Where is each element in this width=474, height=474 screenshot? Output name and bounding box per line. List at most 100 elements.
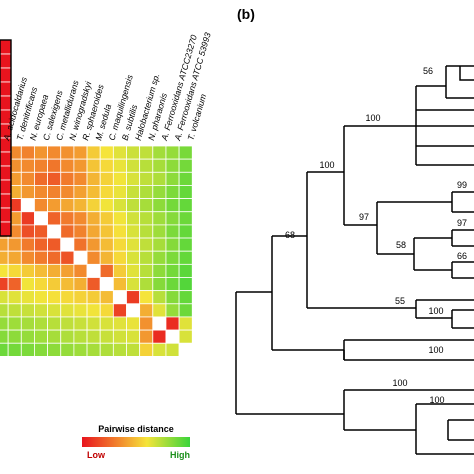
- heatmap-cell: [86, 171, 101, 186]
- heatmap-cell: [34, 277, 49, 292]
- heatmap-cell: [0, 165, 12, 181]
- heatmap-cell: [139, 316, 154, 331]
- heatmap-diagonal-cell: [178, 342, 193, 357]
- heatmap-cell: [86, 342, 101, 357]
- heatmap-cell: [34, 224, 49, 239]
- heatmap-cell: [152, 303, 167, 318]
- heatmap-cell: [99, 303, 114, 318]
- heatmap-diagonal-cell: [47, 224, 62, 239]
- heatmap-cell: [60, 316, 75, 331]
- heatmap-cell: [73, 263, 88, 278]
- heatmap-cell: [165, 237, 180, 252]
- bootstrap-label: 100: [428, 345, 443, 355]
- heatmap-cell: [47, 342, 62, 357]
- heatmap-cell: [0, 316, 9, 331]
- heatmap-diagonal-cell: [99, 277, 114, 292]
- heatmap-cell: [139, 158, 154, 173]
- heatmap-cell: [20, 211, 35, 226]
- heatmap-cell: [99, 316, 114, 331]
- heatmap-cell: [7, 263, 22, 278]
- heatmap-cell: [0, 250, 9, 265]
- heatmap-cell: [47, 290, 62, 305]
- heatmap-cell: [73, 277, 88, 292]
- heatmap-cell: [7, 277, 22, 292]
- bootstrap-values: 56 100 100 99 97 97 58 66 68 55 100 100 …: [285, 66, 467, 405]
- heatmap-cell: [73, 316, 88, 331]
- heatmap-cell: [86, 224, 101, 239]
- heatmap-cell: [152, 277, 167, 292]
- heatmap-cell: [126, 158, 141, 173]
- bootstrap-label: 55: [395, 296, 405, 306]
- heatmap-cell: [178, 329, 193, 344]
- heatmap-cell: [112, 316, 127, 331]
- heatmap-cell: [47, 158, 62, 173]
- legend-low-label: Low: [87, 450, 106, 460]
- heatmap-cell: [139, 290, 154, 305]
- heatmap-cell: [99, 145, 114, 160]
- heatmap-cell: [126, 329, 141, 344]
- heatmap-cell: [165, 250, 180, 265]
- heatmap-cell: [7, 303, 22, 318]
- heatmap-cell: [112, 198, 127, 213]
- heatmap-cell: [73, 158, 88, 173]
- heatmap-cell: [20, 329, 35, 344]
- heatmap-diagonal-cell: [112, 290, 127, 305]
- heatmap-cell: [178, 145, 193, 160]
- heatmap-cell: [126, 224, 141, 239]
- heatmap-cell: [47, 263, 62, 278]
- heatmap-cell: [60, 290, 75, 305]
- heatmap-cell: [139, 329, 154, 344]
- heatmap-cell: [73, 211, 88, 226]
- heatmap-cell: [86, 316, 101, 331]
- heatmap-cell: [60, 198, 75, 213]
- heatmap-cell: [47, 316, 62, 331]
- heatmap-cell: [0, 221, 12, 237]
- heatmap-cell: [99, 158, 114, 173]
- heatmap-diagonal-cell: [73, 250, 88, 265]
- heatmap-cell: [152, 211, 167, 226]
- heatmap-cell: [0, 207, 12, 223]
- bootstrap-label: 97: [457, 218, 467, 228]
- heatmap-cell: [139, 224, 154, 239]
- heatmap-cell: [86, 145, 101, 160]
- heatmap-cell: [47, 329, 62, 344]
- heatmap-cell: [34, 316, 49, 331]
- heatmap-cell: [73, 198, 88, 213]
- heatmap-legend: Pairwise distance Low High: [82, 424, 190, 460]
- heatmap-cell: [99, 237, 114, 252]
- bootstrap-label: 97: [359, 212, 369, 222]
- heatmap-cell: [165, 198, 180, 213]
- heatmap-cell: [112, 224, 127, 239]
- heatmap-cell: [73, 342, 88, 357]
- heatmap-cell: [47, 185, 62, 199]
- heatmap-cell: [112, 211, 127, 226]
- heatmap-cell: [86, 250, 101, 265]
- heatmap-cell: [34, 290, 49, 305]
- tree-branch: [459, 66, 474, 81]
- heatmap-diagonal-cell: [20, 198, 35, 213]
- heatmap-cell: [34, 145, 49, 160]
- heatmap-cell: [7, 290, 22, 305]
- heatmap-cell: [99, 329, 114, 344]
- heatmap-cell: [165, 263, 180, 278]
- heatmap-cell: [178, 277, 193, 292]
- heatmap-cell: [20, 237, 35, 252]
- heatmap-cell: [34, 303, 49, 318]
- heatmap-cell: [60, 342, 75, 357]
- heatmap-cell: [112, 171, 127, 186]
- heatmap-cell: [0, 179, 12, 195]
- heatmap-cell: [34, 237, 49, 252]
- heatmap-cell: [0, 193, 12, 209]
- heatmap-cell: [165, 171, 180, 186]
- heatmap-cell: [86, 303, 101, 318]
- heatmap-cell: [152, 224, 167, 239]
- heatmap-cell: [99, 171, 114, 186]
- bootstrap-label: 58: [396, 240, 406, 250]
- heatmap-cell: [34, 250, 49, 265]
- bootstrap-label: 100: [429, 395, 444, 405]
- bootstrap-label: 100: [428, 306, 443, 316]
- phylogenetic-tree: [235, 65, 474, 455]
- heatmap-cell: [47, 198, 62, 213]
